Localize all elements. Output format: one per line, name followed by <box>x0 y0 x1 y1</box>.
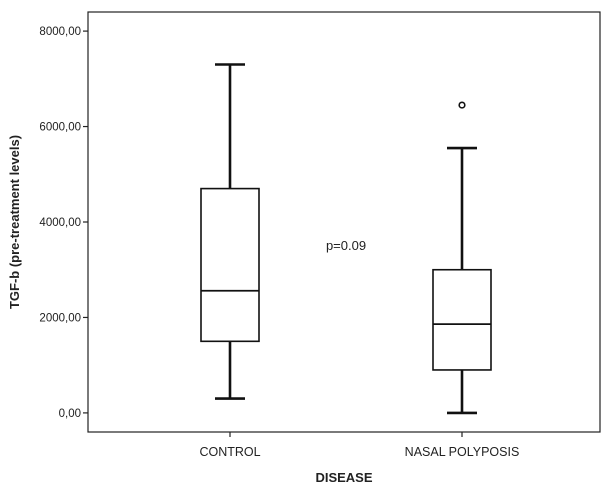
box-nasal-polyposis <box>432 101 492 415</box>
plot-frame <box>87 11 601 433</box>
y-tick-label: 0,00 <box>59 408 81 420</box>
x-tick-label: NASAL POLYPOSIS <box>405 445 520 459</box>
outlier-point <box>458 101 466 109</box>
x-axis: CONTROL NASAL POLYPOSIS <box>199 432 519 459</box>
y-tick-label: 2000,00 <box>39 312 81 324</box>
y-tick-label: 4000,00 <box>39 217 81 229</box>
box-control <box>200 63 260 400</box>
iqr-box <box>200 187 260 343</box>
y-axis-title: TGF-b (pre-treatment levels) <box>7 135 22 309</box>
y-axis: 0,00 2000,00 4000,00 6000,00 8000,00 <box>39 26 88 420</box>
x-axis-title: DISEASE <box>315 470 372 484</box>
x-tick-label: CONTROL <box>199 445 260 459</box>
iqr-box <box>432 268 492 371</box>
y-tick-label: 6000,00 <box>39 122 81 134</box>
boxes <box>200 63 492 415</box>
p-value-annotation: p=0.09 <box>326 238 366 253</box>
y-tick-label: 8000,00 <box>39 26 81 38</box>
